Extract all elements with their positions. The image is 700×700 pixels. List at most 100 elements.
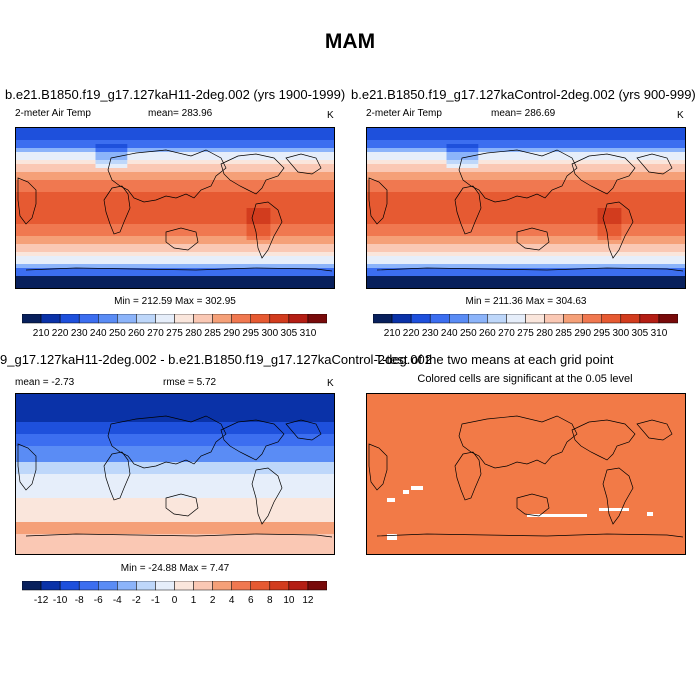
field-cell bbox=[159, 236, 168, 241]
coastline bbox=[516, 227, 550, 251]
field-cell bbox=[190, 542, 200, 547]
field-cell bbox=[502, 144, 511, 149]
field-cell bbox=[87, 232, 97, 237]
field-cell bbox=[438, 276, 448, 281]
field-cell bbox=[262, 498, 271, 503]
field-cell bbox=[111, 128, 120, 133]
field-cell bbox=[143, 494, 152, 499]
field-cell bbox=[382, 248, 392, 253]
field-cell bbox=[39, 284, 49, 288]
field-cell bbox=[286, 430, 295, 435]
field-cell bbox=[286, 160, 295, 165]
field-cell bbox=[79, 494, 89, 499]
field-cell bbox=[478, 244, 487, 249]
field-cell bbox=[214, 394, 224, 399]
field-cell bbox=[87, 494, 97, 499]
field-cell bbox=[119, 410, 128, 415]
field-cell bbox=[143, 542, 152, 547]
field-cell bbox=[151, 180, 160, 185]
field-cell bbox=[159, 248, 168, 253]
field-cell bbox=[645, 280, 654, 285]
field-cell bbox=[167, 498, 176, 503]
field-cell bbox=[47, 406, 57, 411]
field-cell bbox=[254, 204, 264, 209]
field-cell bbox=[47, 264, 57, 269]
coastline bbox=[25, 267, 333, 272]
field-cell bbox=[16, 240, 25, 245]
field-cell bbox=[55, 422, 65, 427]
field-cell bbox=[270, 236, 279, 241]
field-cell bbox=[286, 530, 295, 535]
field-cell bbox=[637, 240, 646, 245]
field-cell bbox=[238, 128, 248, 133]
field-cell bbox=[135, 446, 144, 451]
field-cell bbox=[135, 276, 144, 281]
field-cell bbox=[238, 482, 248, 487]
field-cell bbox=[286, 276, 295, 281]
field-cell bbox=[278, 144, 287, 149]
field-cell bbox=[55, 542, 65, 547]
field-cell bbox=[214, 272, 224, 277]
field-cell bbox=[470, 272, 479, 277]
field-cell bbox=[629, 256, 638, 261]
field-cell bbox=[286, 482, 295, 487]
field-cell bbox=[159, 442, 168, 447]
field-cell bbox=[190, 426, 200, 431]
field-cell bbox=[310, 494, 319, 499]
field-cell bbox=[71, 410, 81, 415]
field-cell bbox=[310, 510, 319, 515]
field-cell bbox=[310, 284, 319, 288]
field-cell bbox=[478, 128, 487, 133]
field-cell bbox=[87, 216, 97, 221]
field-cell bbox=[87, 224, 97, 229]
field-cell bbox=[55, 482, 65, 487]
field-cell bbox=[31, 550, 41, 554]
field-cell bbox=[533, 248, 543, 253]
field-cell bbox=[206, 546, 216, 551]
field-cell bbox=[605, 272, 615, 277]
field-cell bbox=[454, 148, 463, 153]
field-cell bbox=[254, 518, 264, 523]
field-cell bbox=[55, 490, 65, 495]
field-cell bbox=[95, 248, 105, 253]
field-cell bbox=[526, 236, 535, 241]
field-cell bbox=[246, 494, 256, 499]
field-cell bbox=[111, 442, 120, 447]
field-cell bbox=[254, 260, 264, 265]
field-cell bbox=[39, 128, 49, 133]
field-cell bbox=[238, 144, 248, 149]
field-cell bbox=[310, 280, 319, 285]
field-cell bbox=[502, 280, 511, 285]
field-cell bbox=[175, 422, 184, 427]
field-cell bbox=[87, 450, 97, 455]
field-cell bbox=[621, 204, 630, 209]
field-cell bbox=[127, 450, 136, 455]
field-cell bbox=[79, 228, 89, 233]
field-cell bbox=[398, 144, 408, 149]
field-cell bbox=[318, 546, 327, 551]
field-cell bbox=[669, 188, 678, 193]
field-cell bbox=[230, 530, 240, 535]
field-cell bbox=[246, 510, 256, 515]
field-cell bbox=[175, 502, 184, 507]
field-cell bbox=[87, 160, 97, 165]
field-cell bbox=[230, 442, 240, 447]
field-cell bbox=[557, 232, 567, 237]
field-cell bbox=[87, 542, 97, 547]
field-cell bbox=[222, 192, 232, 197]
field-cell bbox=[79, 132, 89, 137]
field-cell bbox=[63, 518, 73, 523]
panel-2-title: b.e21.B1850.f19_g17.127kaControl-2deg.00… bbox=[351, 87, 696, 102]
field-cell bbox=[127, 128, 136, 133]
field-cell bbox=[143, 462, 152, 467]
field-cell bbox=[270, 462, 279, 467]
field-cell bbox=[159, 534, 168, 539]
field-cell bbox=[151, 284, 160, 288]
field-cell bbox=[111, 498, 120, 503]
field-cell bbox=[374, 140, 384, 145]
field-cell bbox=[510, 268, 519, 273]
field-cell bbox=[39, 414, 49, 419]
field-cell bbox=[406, 276, 416, 281]
field-cell bbox=[669, 220, 678, 225]
field-cell bbox=[254, 128, 264, 133]
